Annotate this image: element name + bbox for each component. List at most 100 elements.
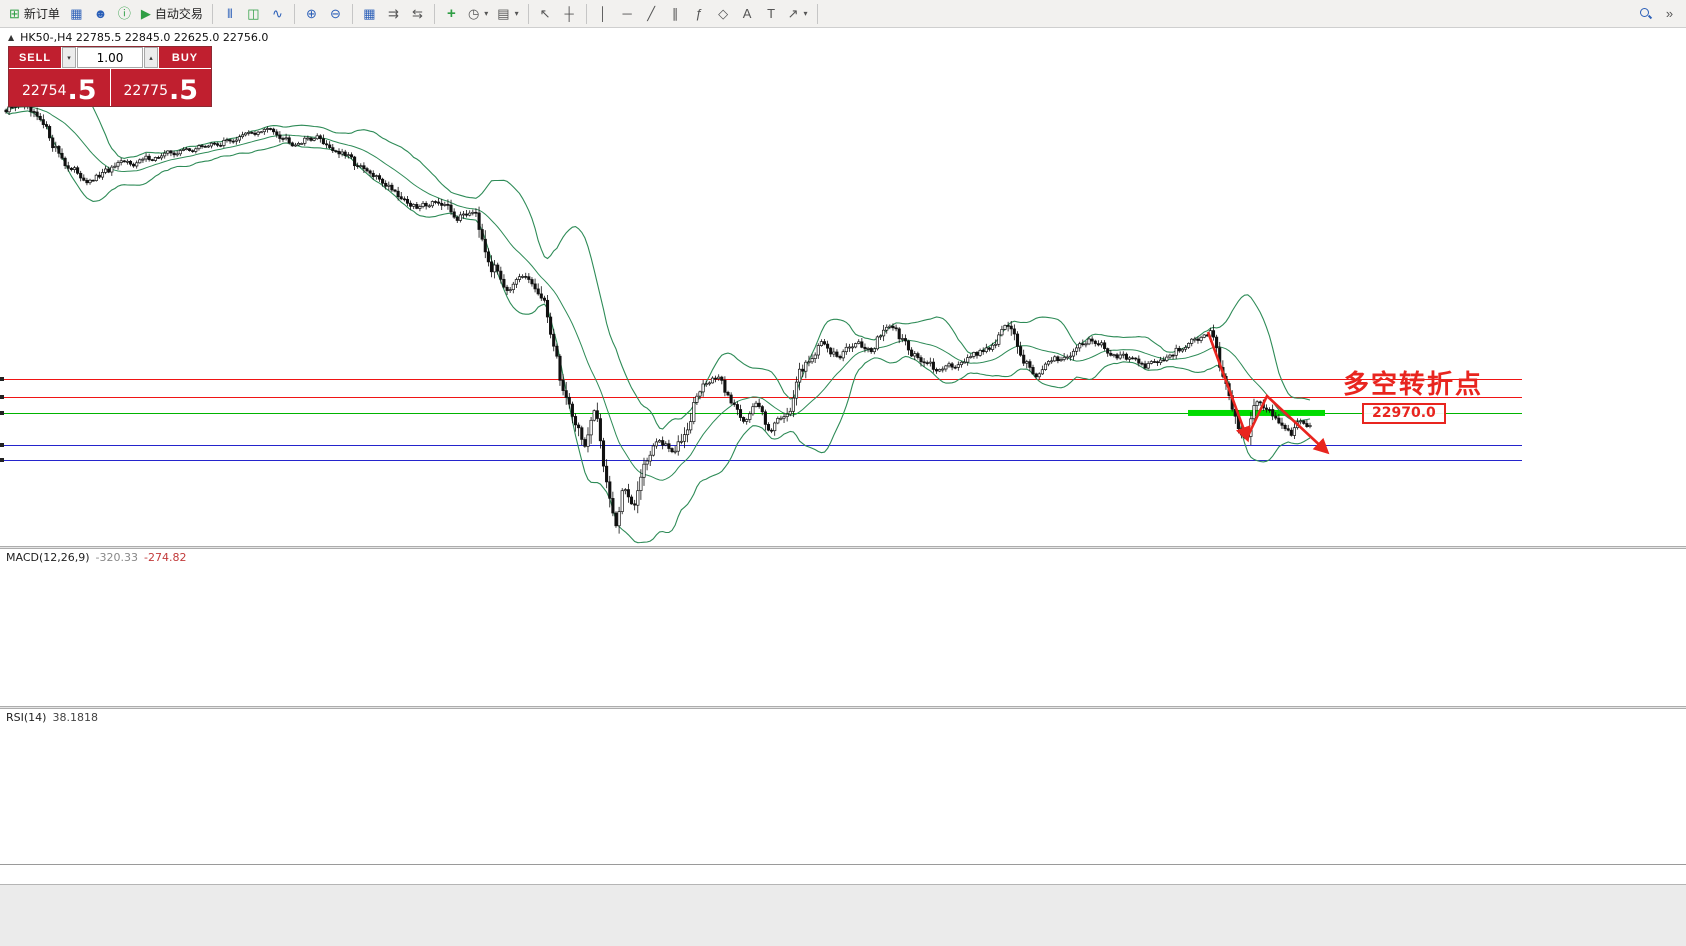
line-chart-button[interactable]: ∿ bbox=[266, 2, 289, 26]
auto-trading-icon: ▶ bbox=[140, 6, 151, 21]
trend-arrow-down-1 bbox=[1206, 331, 1251, 443]
horizontal-line-button[interactable]: ─ bbox=[616, 2, 639, 26]
toolbar-separator bbox=[527, 3, 529, 24]
macd-indicator-label: MACD(12,26,9) -320.33 -274.82 bbox=[6, 551, 186, 564]
zoom-in-icon: ⊕ bbox=[305, 6, 317, 21]
chevron-double-icon: » bbox=[1665, 6, 1674, 21]
vertical-line-button[interactable]: │ bbox=[592, 2, 615, 26]
chevron-down-icon: ▾ bbox=[484, 9, 489, 18]
new-order-icon: ⊞ bbox=[9, 6, 20, 21]
tile-windows-button[interactable]: ▦ bbox=[358, 2, 381, 26]
bollinger-lower-band bbox=[5, 110, 1311, 544]
toolbar-separator bbox=[293, 3, 295, 24]
indicators-icon: + bbox=[447, 5, 456, 22]
chart-shift-button[interactable]: ⇆ bbox=[406, 2, 429, 26]
panel-splitter[interactable] bbox=[0, 546, 1686, 549]
sell-price-main: 22754 bbox=[21, 83, 67, 100]
indicators-button[interactable]: + bbox=[440, 2, 463, 26]
bollinger-middle-band bbox=[5, 106, 1311, 481]
chevron-down-icon: ▾ bbox=[803, 9, 808, 18]
auto-trading-button[interactable]: ▶ 自动交易 bbox=[137, 2, 207, 26]
rsi-title: RSI(14) bbox=[6, 711, 47, 724]
crosshair-icon: ┼ bbox=[564, 6, 574, 21]
channel-icon: ∥ bbox=[671, 6, 679, 21]
sell-button[interactable]: SELL bbox=[9, 47, 61, 68]
time-axis[interactable] bbox=[0, 864, 1686, 884]
buy-price-main: 22775 bbox=[123, 83, 168, 100]
volume-increase-button[interactable]: ▴ bbox=[144, 47, 158, 68]
buy-button[interactable]: BUY bbox=[159, 47, 211, 68]
rsi-indicator-label: RSI(14) 38.1818 bbox=[6, 711, 98, 724]
trendline-button[interactable]: ╱ bbox=[640, 2, 663, 26]
chart-window-button[interactable]: ▦ bbox=[65, 2, 88, 26]
arrows-tool-button[interactable]: ↗ ▾ bbox=[784, 2, 812, 26]
macd-signal-value: -274.82 bbox=[144, 551, 187, 564]
toolbar-separator bbox=[433, 3, 435, 24]
text-icon: A bbox=[742, 6, 752, 21]
search-icon bbox=[1640, 8, 1651, 19]
toolbar-separator bbox=[816, 3, 818, 24]
shapes-button[interactable]: ◇ bbox=[712, 2, 735, 26]
text-button[interactable]: A bbox=[736, 2, 759, 26]
cursor-icon: ↖ bbox=[539, 6, 551, 21]
chart-shift-icon: ⇆ bbox=[411, 6, 423, 21]
more-tools-button[interactable]: » bbox=[1658, 2, 1681, 26]
rsi-value: 38.1818 bbox=[52, 711, 98, 724]
line-chart-icon: ∿ bbox=[271, 6, 283, 21]
toolbar-separator bbox=[351, 3, 353, 24]
trend-arrow-down-2 bbox=[1245, 393, 1330, 455]
volume-decrease-button[interactable]: ▾ bbox=[62, 47, 76, 68]
crosshair-button[interactable]: ┼ bbox=[558, 2, 581, 26]
tile-windows-icon: ▦ bbox=[363, 6, 376, 21]
templates-button[interactable]: ▤ ▾ bbox=[493, 2, 522, 26]
bars-chart-icon: ||| bbox=[227, 7, 233, 19]
price-level-annotation-box: 22970.0 bbox=[1362, 403, 1446, 424]
panel-splitter[interactable] bbox=[0, 706, 1686, 709]
profiles-button[interactable]: ☻ bbox=[89, 2, 112, 26]
one-click-trading-panel: SELL ▾ 1.00 ▴ BUY 22754 .5 22775 .5 bbox=[8, 46, 212, 107]
shapes-icon: ◇ bbox=[718, 6, 729, 21]
zoom-in-button[interactable]: ⊕ bbox=[300, 2, 323, 26]
bottom-area bbox=[0, 884, 1686, 946]
auto-trading-label: 自动交易 bbox=[154, 7, 203, 21]
zoom-out-button[interactable]: ⊖ bbox=[324, 2, 347, 26]
turning-point-annotation: 多空转折点 bbox=[1343, 370, 1484, 400]
new-order-label: 新订单 bbox=[23, 7, 60, 21]
periods-icon: ◷ bbox=[467, 6, 480, 21]
main-toolbar: ⊞ 新订单 ▦ ☻ ⓘ ▶ 自动交易 ||| ◫ ∿ ⊕ ⊖ ▦ ⇉ ⇆ + ◷… bbox=[0, 0, 1686, 28]
channel-button[interactable]: ∥ bbox=[664, 2, 687, 26]
buy-price-fraction: .5 bbox=[169, 75, 199, 107]
symbol-marker-icon: ▲ bbox=[8, 33, 15, 42]
periods-button[interactable]: ◷ ▾ bbox=[464, 2, 492, 26]
auto-scroll-button[interactable]: ⇉ bbox=[382, 2, 405, 26]
volume-field[interactable]: 1.00 bbox=[77, 47, 143, 68]
support-zone-highlight bbox=[1188, 409, 1325, 416]
zoom-out-icon: ⊖ bbox=[329, 6, 341, 21]
chevron-down-icon: ▾ bbox=[514, 9, 519, 18]
bollinger-upper-band bbox=[5, 82, 1311, 430]
search-button[interactable] bbox=[1634, 2, 1657, 26]
auto-scroll-icon: ⇉ bbox=[387, 6, 399, 21]
macd-value: -320.33 bbox=[95, 551, 139, 564]
chart-window-icon: ▦ bbox=[70, 6, 83, 21]
text-label-button[interactable]: T bbox=[760, 2, 783, 26]
symbol-ohlc-text: HK50-,H4 22785.5 22845.0 22625.0 22756.0 bbox=[20, 31, 269, 44]
templates-icon: ▤ bbox=[497, 6, 510, 21]
buy-price-display[interactable]: 22775 .5 bbox=[110, 69, 211, 107]
candlestick-series bbox=[4, 102, 1312, 534]
macd-title: MACD(12,26,9) bbox=[6, 551, 90, 564]
info-button[interactable]: ⓘ bbox=[113, 2, 136, 26]
arrow-tool-icon: ↗ bbox=[787, 6, 799, 21]
cursor-button[interactable]: ↖ bbox=[534, 2, 557, 26]
candlestick-chart-button[interactable]: ◫ bbox=[242, 2, 265, 26]
toolbar-separator bbox=[211, 3, 213, 24]
fibonacci-button[interactable]: ƒ bbox=[688, 2, 711, 26]
bars-chart-button[interactable]: ||| bbox=[218, 2, 241, 26]
sell-price-display[interactable]: 22754 .5 bbox=[9, 69, 110, 106]
new-order-button[interactable]: ⊞ 新订单 bbox=[5, 2, 64, 26]
vertical-line-icon: │ bbox=[599, 6, 608, 21]
price-chart-canvas[interactable] bbox=[0, 0, 1686, 884]
fibonacci-icon: ƒ bbox=[695, 6, 703, 21]
symbol-info: ▲ HK50-,H4 22785.5 22845.0 22625.0 22756… bbox=[8, 31, 268, 44]
